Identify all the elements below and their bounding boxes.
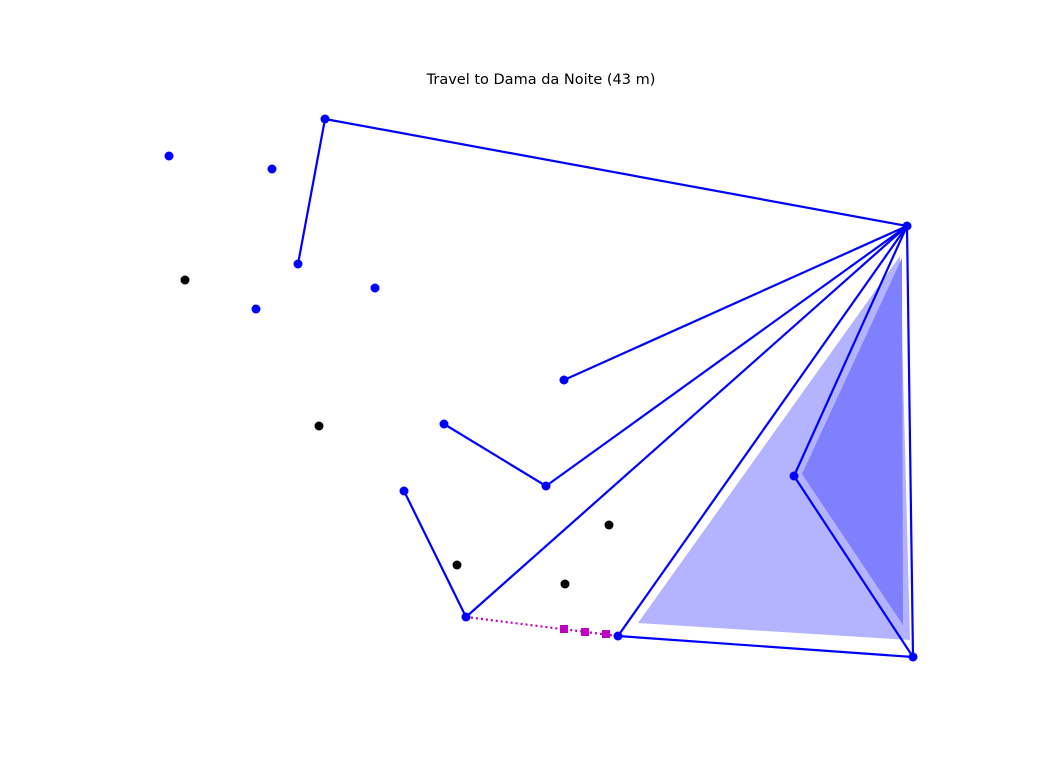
route-edge-n10-n15 [792,474,915,659]
landmark-point-5 [560,579,570,589]
route-node-n8 [559,375,569,385]
route-edge-n4-n15 [905,224,915,659]
route-edge-n1-n4 [323,117,909,228]
route-edge-n12-n13 [402,489,468,619]
route-edge-n8-n4 [562,224,909,382]
route-edge-n10-n4 [792,224,909,478]
travel-path-layer [465,615,619,638]
travel-waypoint-2 [581,628,589,636]
travel-path-line [465,615,619,638]
regions-layer [638,256,910,640]
route-node-n3 [267,164,277,174]
route-node-n4 [902,221,912,231]
route-node-n5 [293,259,303,269]
route-node-n11 [541,481,551,491]
landmark-point-3 [604,520,614,530]
figure-title: Travel to Dama da Noite (43 m) [426,72,656,88]
route-node-n2 [164,151,174,161]
route-node-n6 [370,283,380,293]
region-light-1 [638,256,910,640]
route-edge-n9-n11 [442,422,548,488]
route-node-n13 [461,612,471,622]
landmark-point-4 [452,560,462,570]
route-node-n10 [789,471,799,481]
route-edge-n14-n4 [616,224,909,638]
edges-layer [296,117,915,659]
route-node-n14 [613,631,623,641]
route-edge-n11-n4 [544,224,909,488]
route-node-n15 [908,652,918,662]
route-edge-n14-n15 [616,634,915,659]
landmark-point-1 [180,275,190,285]
region-dark-2 [802,258,903,625]
route-edge-n13-n4 [464,224,909,619]
route-edge-n5-n1 [296,117,327,266]
travel-waypoint-3 [602,630,610,638]
route-node-n1 [320,114,330,124]
landmarks-layer [180,275,614,589]
travel-waypoint-1 [560,625,568,633]
route-node-n7 [251,304,261,314]
landmark-point-2 [314,421,324,431]
route-node-n9 [439,419,449,429]
route-node-n12 [399,486,409,496]
nodes-layer [164,114,918,662]
